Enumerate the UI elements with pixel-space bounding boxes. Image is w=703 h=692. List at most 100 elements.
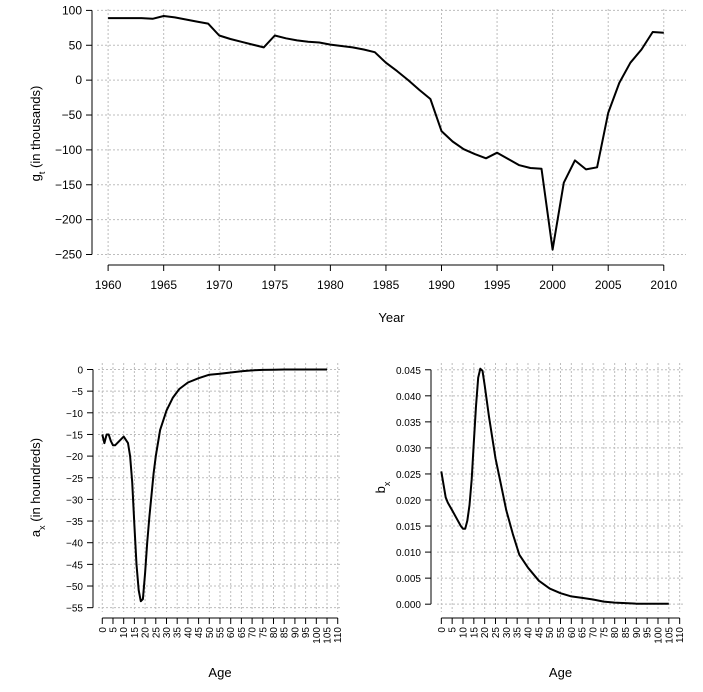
chart-2-y-tick-label: −35 (66, 517, 83, 528)
chart-1-data-point (430, 98, 432, 100)
chart-2-data-point (251, 370, 253, 372)
chart-1-data-point (407, 79, 409, 81)
chart-2-x-tick-label: 90 (290, 627, 301, 639)
chart-1-x-tick-label: 1980 (317, 278, 344, 292)
chart-3-data-point (456, 517, 458, 519)
chart-2-data-point (140, 600, 142, 602)
chart-3-y-tick-label: 0.000 (396, 600, 421, 611)
chart-3-x-tick-label: 110 (675, 627, 686, 643)
chart-1-x-tick-label: 1990 (428, 278, 455, 292)
chart-2-x-tick-label: 110 (333, 627, 344, 643)
chart-1-data-point (396, 70, 398, 72)
chart-1-y-tick-label: −100 (55, 143, 82, 157)
chart-3-data-point (482, 370, 484, 372)
chart-3-data-point (571, 596, 573, 598)
chart-3-y-tick-label: 0.020 (396, 496, 421, 507)
chart-1-data-point (374, 51, 376, 53)
chart-2-data-point (149, 516, 151, 518)
chart-1-y-tick-label: 100 (62, 3, 82, 17)
chart-3-data-point (625, 602, 627, 604)
chart-2-data-point (110, 440, 112, 442)
chart-2-x-tick-label: 45 (194, 627, 205, 639)
chart-3-data-point (512, 533, 514, 535)
chart-2-y-tick-label: −30 (66, 495, 83, 506)
chart-3-data-point (560, 592, 562, 594)
chart-2-data-point (219, 373, 221, 375)
chart-2-x-tick-label: 70 (248, 627, 259, 639)
chart-1-y-tick-label: −250 (55, 248, 82, 262)
chart-3-data-point (646, 603, 648, 605)
chart-2-x-tick-label: 55 (216, 627, 227, 639)
chart-2-data-point (136, 564, 138, 566)
chart-1-x-tick-label: 1975 (261, 278, 288, 292)
chart-2-data-point (116, 442, 118, 444)
chart-1-data-point (552, 249, 554, 251)
chart-3-x-tick-label: 25 (491, 627, 502, 639)
chart-3-y-axis-title: bx (373, 481, 392, 493)
chart-3-data-point (467, 520, 469, 522)
chart-3-data-point (592, 599, 594, 601)
chart-1-data-point (196, 21, 198, 23)
chart-2-x-tick-label: 50 (205, 627, 216, 639)
chart-3-x-tick-label: 85 (621, 627, 632, 639)
chart-1-data-point (185, 19, 187, 21)
chart-2-x-tick-label: 85 (280, 627, 291, 639)
chart-1-data-point (174, 17, 176, 19)
chart-2-data-point (187, 382, 189, 384)
chart-2-x-tick-label: 60 (226, 627, 237, 639)
chart-2-y-tick-label: −10 (66, 409, 83, 420)
chart-2-data-point (153, 473, 155, 475)
chart-3-data-point (475, 405, 477, 407)
chart-1-data-point (130, 17, 132, 19)
chart-1-data-point (596, 167, 598, 169)
chart-2-data-point (305, 369, 307, 371)
chart-1-x-tick-label: 1970 (206, 278, 233, 292)
chart-2-y-tick-label: −15 (66, 430, 83, 441)
chart-2-data-point (123, 436, 125, 438)
chart-3-x-tick-label: 90 (632, 627, 643, 639)
chart-2-data-point (172, 397, 174, 399)
chart-1-data-point (463, 148, 465, 150)
chart-2-x-tick-label: 105 (323, 627, 334, 644)
chart-2-x-tick-label: 10 (119, 627, 130, 639)
chart-1-data-point (152, 18, 154, 20)
chart-2-data-point (316, 369, 318, 371)
chart-3-data-point (614, 602, 616, 604)
chart-3-x-tick-label: 75 (599, 627, 610, 639)
chart-3-y-tick-label: 0.015 (396, 522, 421, 533)
chart-2-x-tick-label: 20 (141, 627, 152, 639)
chart-1-data-point (352, 47, 354, 49)
chart-3-data-point (495, 458, 497, 460)
chart-1-x-tick-label: 1965 (150, 278, 177, 292)
chart-1-x-tick-label: 2000 (539, 278, 566, 292)
chart-3-y-axis-title-main: b (373, 486, 388, 493)
chart-3-x-tick-label: 65 (578, 627, 589, 639)
chart-1-data-point (530, 167, 532, 169)
chart-2-data-point (138, 590, 140, 592)
chart-3-data-point (460, 525, 462, 527)
chart-2-x-tick-label: 30 (162, 627, 173, 639)
chart-1-data-point (163, 15, 165, 17)
chart-3-data-point (484, 385, 486, 387)
chart-1-data-point (441, 130, 443, 132)
chart-1-y-axis-title-main: g (28, 174, 43, 181)
chart-2-data-point (112, 444, 114, 446)
chart-1-data-point (285, 37, 287, 39)
chart-1-data-point (474, 153, 476, 155)
chart-2-x-tick-label: 100 (312, 627, 323, 644)
chart-2-data-point (142, 598, 144, 600)
chart-3-x-tick-label: 5 (448, 627, 459, 633)
chart-2-y-tick-label: −20 (66, 452, 83, 463)
chart-2-data-point (294, 369, 296, 371)
chart-3-y-tick-label: 0.040 (396, 392, 421, 403)
chart-3-data-point (527, 567, 529, 569)
chart-2-data-point (134, 525, 136, 527)
chart-1-x-tick-label: 1960 (95, 278, 122, 292)
chart-2-x-tick-label: 25 (151, 627, 162, 639)
chart-1-data-point (341, 45, 343, 47)
chart-2-data-point (179, 388, 181, 390)
chart-3-data-point (603, 601, 605, 603)
chart-1-data-point (330, 44, 332, 46)
chart-2-data-point (326, 369, 328, 371)
chart-3-data-point (471, 478, 473, 480)
